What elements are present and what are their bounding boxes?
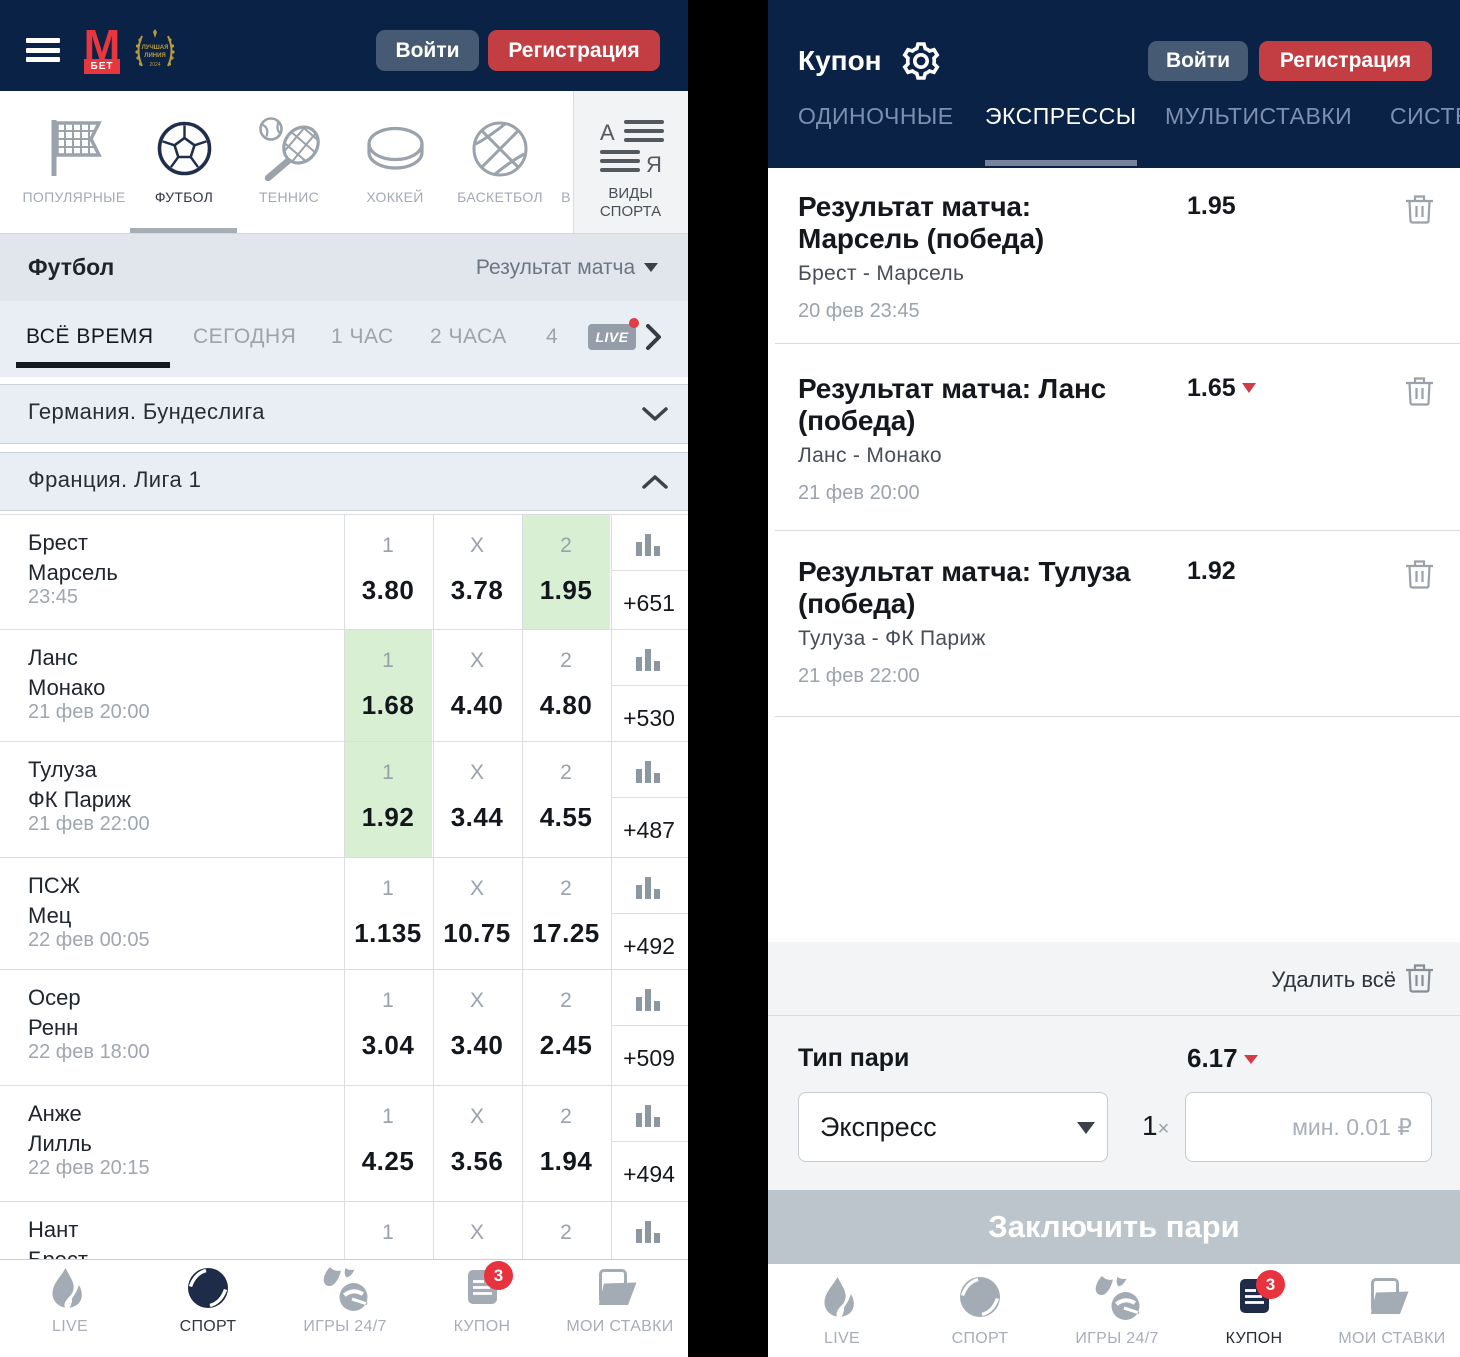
svg-text:А: А	[600, 120, 615, 145]
svg-text:ЛУЧШАЯ: ЛУЧШАЯ	[142, 45, 169, 51]
svg-text:ЛИНИЯ: ЛИНИЯ	[144, 53, 165, 59]
svg-text:Я: Я	[646, 152, 662, 176]
svg-text:2024: 2024	[149, 62, 160, 68]
